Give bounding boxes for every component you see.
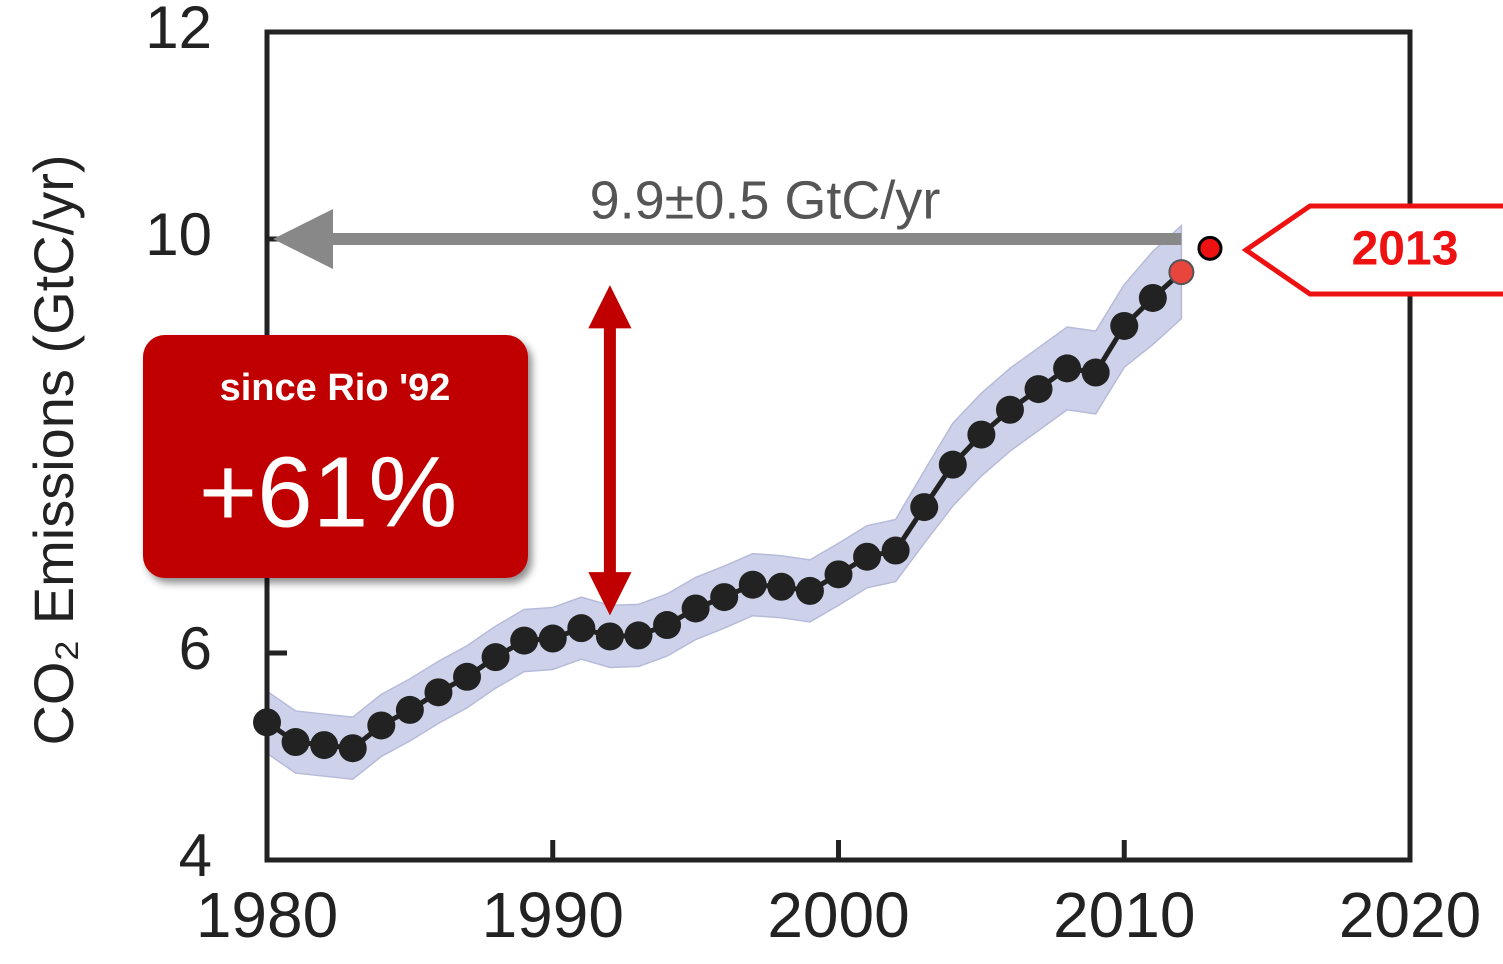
- data-point: [710, 583, 739, 612]
- data-point: [1053, 354, 1082, 383]
- data-point: [795, 576, 824, 605]
- projection-label: 9.9±0.5 GtC/yr: [590, 170, 941, 230]
- data-point: [1081, 358, 1110, 387]
- data-point: [367, 711, 396, 740]
- x-tick-label: 1990: [482, 879, 624, 951]
- data-point: [995, 395, 1024, 424]
- data-point: [1024, 375, 1053, 404]
- data-point: [481, 643, 510, 672]
- data-point: [738, 570, 767, 599]
- data-point: [624, 621, 653, 650]
- projection-point: [1197, 235, 1223, 261]
- change-box: [143, 335, 528, 578]
- uncertainty-band: [266, 223, 1183, 781]
- x-tick-label: 2020: [1339, 879, 1481, 951]
- data-point: [824, 560, 853, 589]
- data-point: [310, 731, 339, 760]
- data-point: [338, 734, 367, 763]
- data-point: [967, 420, 996, 449]
- data-point: [767, 572, 796, 601]
- year-label: 2013: [1352, 223, 1459, 276]
- year-callout: [1241, 203, 1503, 297]
- data-point: [595, 622, 624, 651]
- data-point: [938, 450, 967, 479]
- data-point: [910, 493, 939, 522]
- x-tick-label: 2000: [767, 879, 909, 951]
- data-point: [567, 614, 596, 643]
- change-value: +61%: [199, 436, 458, 548]
- y-tick-label: 10: [145, 201, 212, 268]
- data-point: [281, 728, 310, 757]
- y-tick-label: 4: [179, 822, 212, 889]
- data-point: [681, 594, 710, 623]
- data-point: [881, 536, 910, 565]
- data-point: [1168, 259, 1195, 286]
- y-tick-label: 12: [145, 0, 212, 61]
- x-tick-label: 1980: [196, 879, 338, 951]
- data-point: [424, 678, 453, 707]
- y-axis-label: CO₂ Emissions (GtC/yr): [22, 154, 85, 745]
- x-tick-label: 2010: [1053, 879, 1195, 951]
- data-point: [653, 611, 682, 640]
- data-point: [1138, 283, 1167, 312]
- data-point: [853, 542, 882, 571]
- data-point: [1110, 311, 1139, 340]
- data-point: [395, 695, 424, 724]
- data-point: [538, 624, 567, 653]
- data-point: [453, 662, 482, 691]
- change-caption: since Rio '92: [220, 367, 451, 409]
- data-point: [510, 626, 539, 655]
- y-tick-label: 6: [179, 615, 212, 682]
